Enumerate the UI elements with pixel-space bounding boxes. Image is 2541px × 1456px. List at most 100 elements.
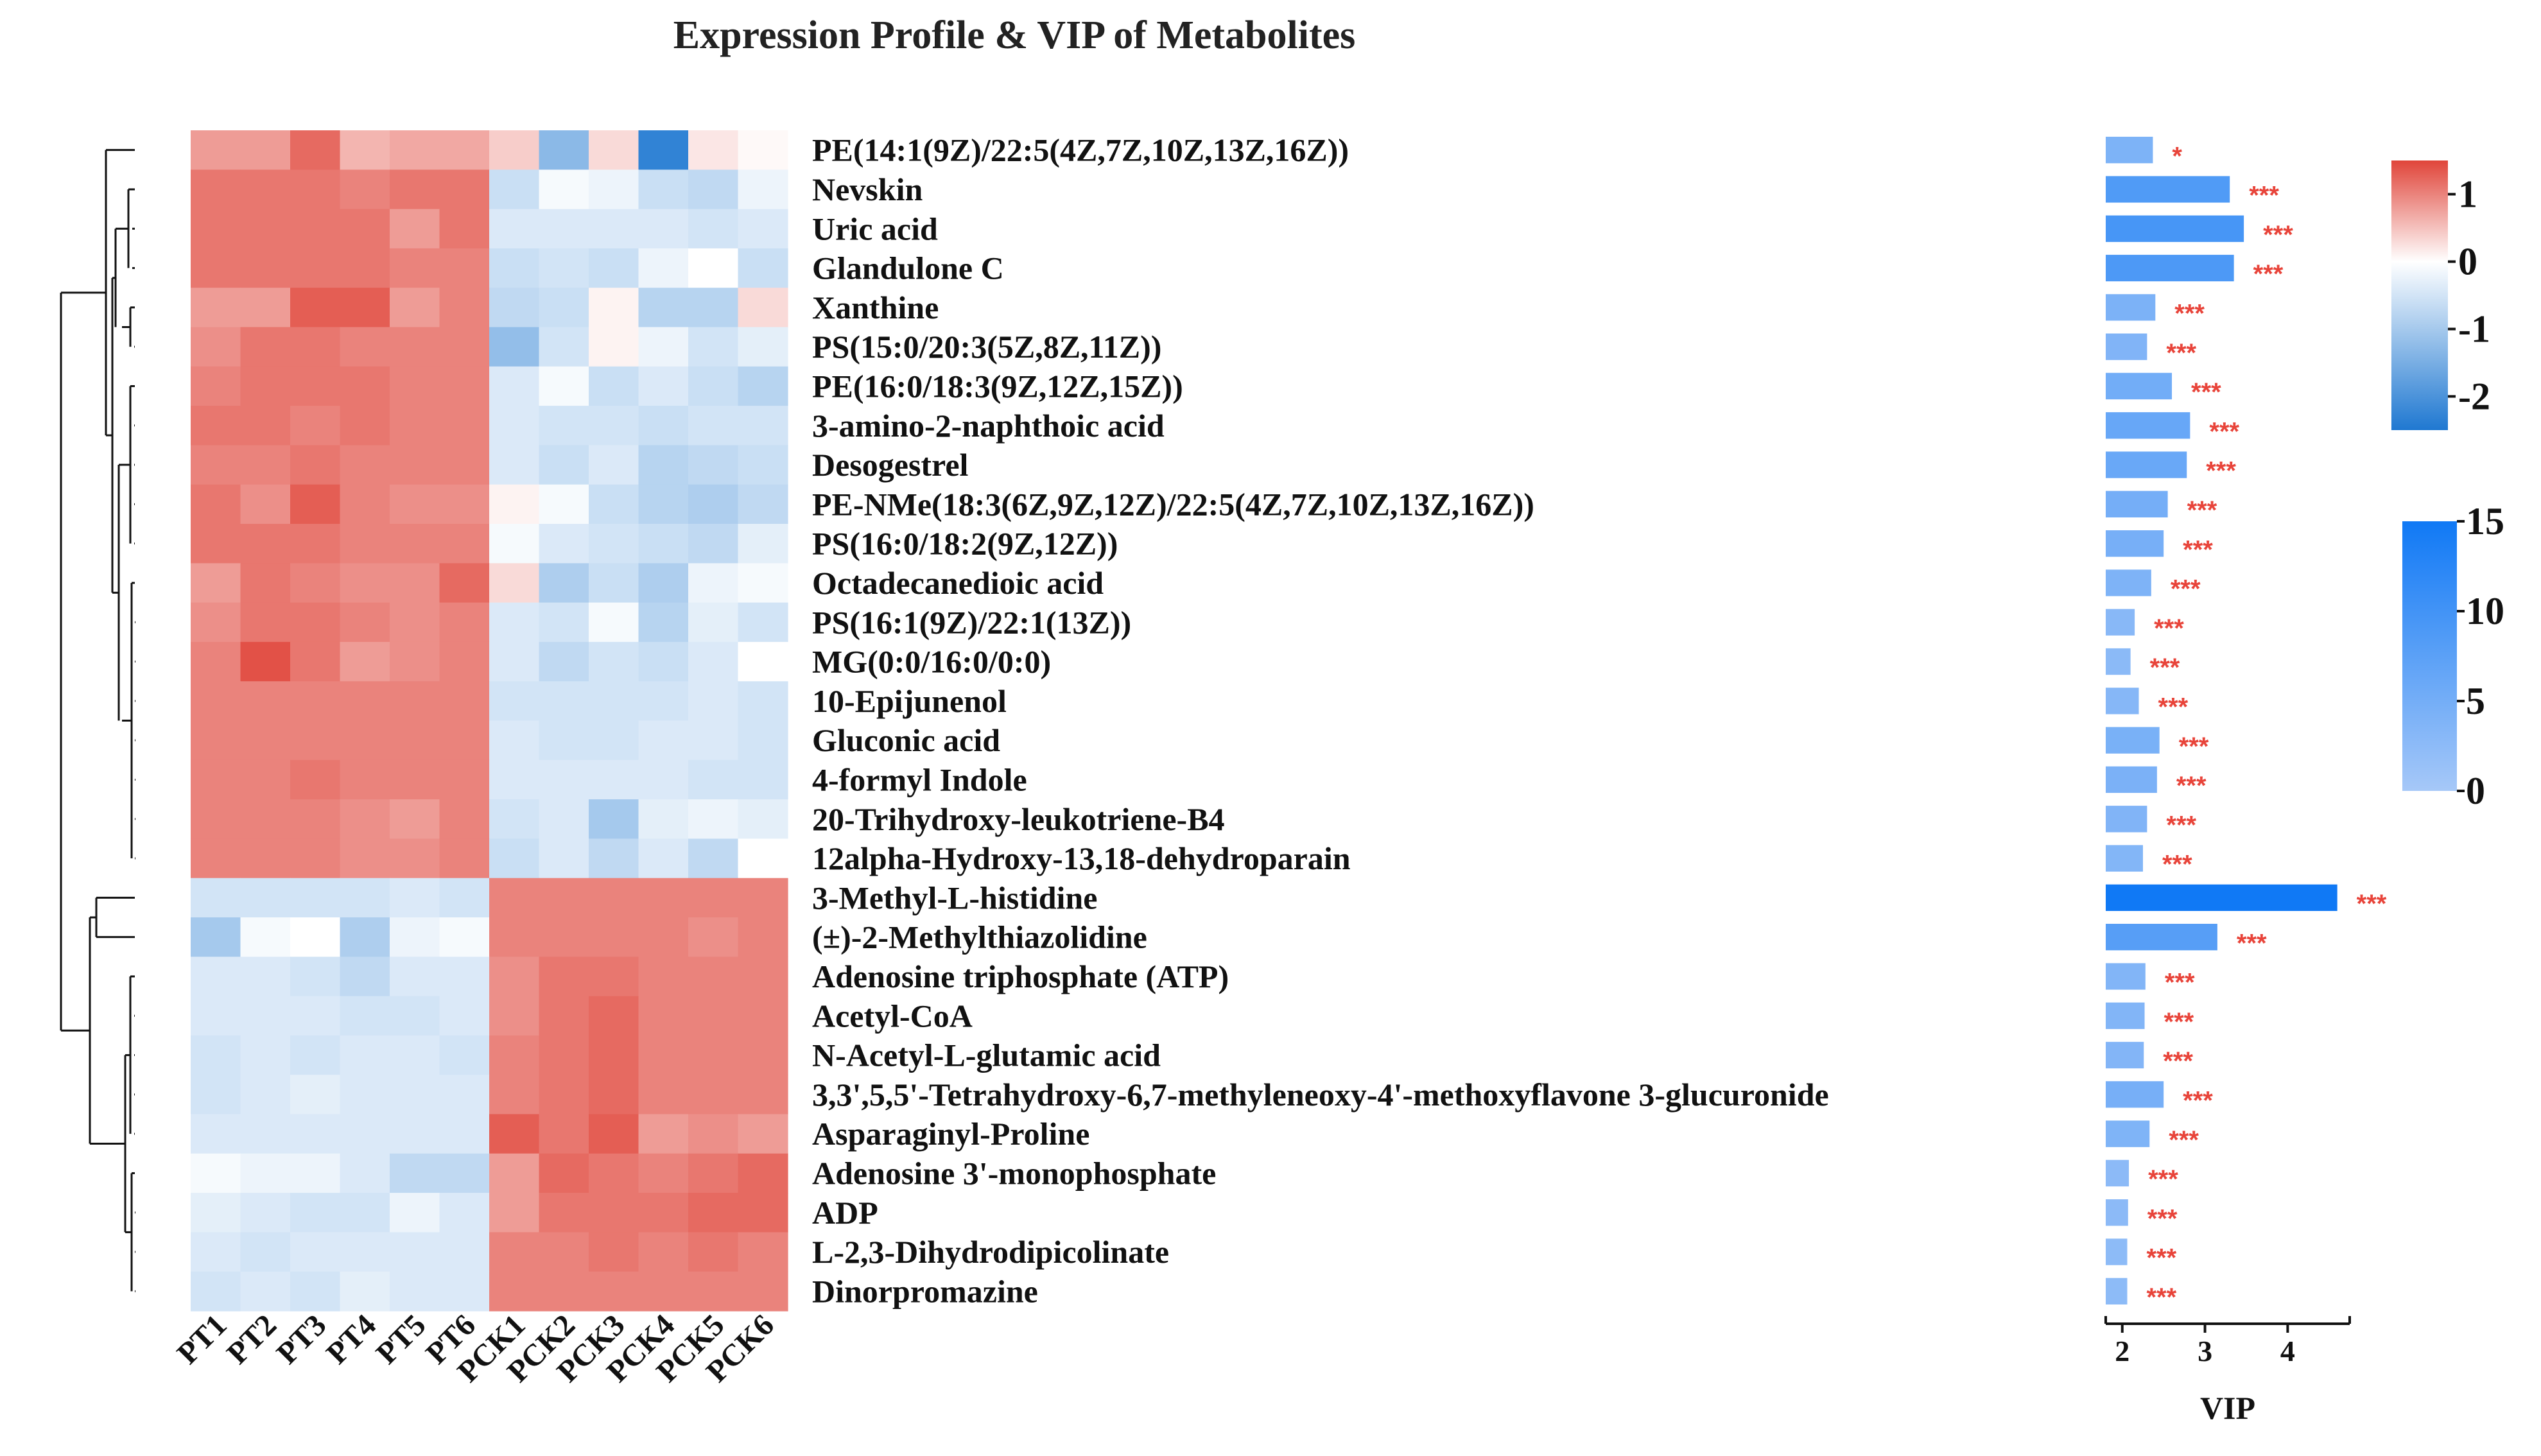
heatmap-cell: [489, 957, 540, 997]
heatmap-cell: [390, 759, 440, 800]
heatmap-cell: [489, 169, 540, 210]
vip-bar: [2106, 884, 2337, 911]
heatmap-cell: [489, 563, 540, 603]
heatmap-cell: [290, 366, 341, 406]
heatmap-cell: [340, 130, 390, 170]
heatmap-cell: [240, 1271, 291, 1312]
heatmap-cell: [638, 917, 689, 957]
significance-label: ***: [2237, 929, 2267, 957]
heatmap-cell: [738, 209, 788, 249]
heatmap-cell: [340, 484, 390, 524]
column-label: PT3: [270, 1308, 333, 1371]
heatmap-cell: [539, 957, 589, 997]
heatmap-cell: [688, 878, 739, 918]
significance-label: ***: [2183, 535, 2213, 564]
heatmap-cell: [240, 1114, 291, 1154]
heatmap-cell: [191, 484, 241, 524]
vip-bar: [2106, 1238, 2128, 1265]
heatmap-cells: [191, 130, 788, 1312]
heatmap-cell: [688, 799, 739, 839]
heatmap-cell: [688, 130, 739, 170]
heatmap-cell: [589, 1035, 639, 1075]
heatmap-cell: [489, 1193, 540, 1233]
row-label: MG(0:0/16:0/0:0): [812, 644, 1051, 680]
heatmap-cell: [340, 288, 390, 328]
color-scale-tick-label: -1: [2458, 308, 2490, 351]
vip-bar: [2106, 924, 2217, 951]
color-scale-tick-label: -2: [2458, 376, 2490, 418]
color-scale-legend: 1 0 -1 -2: [2391, 160, 2490, 430]
heatmap-cell: [589, 681, 639, 722]
heatmap-cell: [539, 130, 589, 170]
heatmap-cell: [489, 720, 540, 761]
vip-bar: [2106, 1278, 2128, 1304]
heatmap-cell: [539, 799, 589, 839]
heatmap-cell: [638, 327, 689, 367]
column-labels: PT1PT2PT3PT4PT5PT6PCK1PCK2PCK3PCK4PCK5PC…: [171, 1308, 781, 1389]
heatmap-cell: [638, 445, 689, 485]
heatmap-cell: [489, 524, 540, 564]
heatmap-cell: [638, 484, 689, 524]
heatmap-cell: [439, 759, 490, 800]
heatmap-cell: [290, 759, 341, 800]
heatmap-cell: [688, 602, 739, 643]
heatmap-cell: [191, 996, 241, 1036]
row-label: Adenosine triphosphate (ATP): [812, 958, 1229, 994]
heatmap-cell: [638, 1114, 689, 1154]
heatmap-cell: [539, 1232, 589, 1272]
heatmap-cell: [439, 838, 490, 879]
row-label: 4-formyl Indole: [812, 761, 1027, 797]
heatmap-cell: [638, 366, 689, 406]
heatmap-cell: [290, 484, 341, 524]
heatmap-cell: [390, 248, 440, 288]
heatmap-cell: [688, 169, 739, 210]
heatmap-cell: [489, 1075, 540, 1115]
heatmap-cell: [340, 1075, 390, 1115]
row-label: PE(14:1(9Z)/22:5(4Z,7Z,10Z,13Z,16Z)): [812, 132, 1349, 168]
significance-label: ***: [2179, 732, 2209, 761]
heatmap-cell: [589, 1232, 639, 1272]
heatmap-cell: [340, 957, 390, 997]
heatmap-cell: [589, 248, 639, 288]
row-label: ADP: [812, 1195, 878, 1231]
vip-bar: [2106, 490, 2168, 517]
heatmap-cell: [589, 366, 639, 406]
heatmap-cell: [439, 1232, 490, 1272]
heatmap-cell: [539, 917, 589, 957]
heatmap-cell: [439, 169, 490, 210]
heatmap-cell: [191, 1153, 241, 1193]
heatmap-cell: [489, 1035, 540, 1075]
heatmap-cell: [688, 1232, 739, 1272]
heatmap-cell: [290, 209, 341, 249]
vip-bar: [2106, 1159, 2129, 1187]
vip-bar: [2106, 1199, 2128, 1226]
heatmap-cell: [539, 288, 589, 328]
heatmap-cell: [489, 1153, 540, 1193]
significance-label: ***: [2165, 969, 2195, 997]
heatmap-cell: [738, 445, 788, 485]
vip-bar: [2106, 1041, 2144, 1069]
heatmap-cell: [390, 838, 440, 879]
heatmap-cell: [688, 563, 739, 603]
significance-label: ***: [2176, 772, 2207, 800]
heatmap-cell: [340, 406, 390, 446]
vip-scale-tick-label: 10: [2466, 590, 2504, 632]
heatmap-cell: [738, 484, 788, 524]
heatmap-cell: [290, 524, 341, 564]
heatmap-cell: [589, 917, 639, 957]
vip-bar: [2106, 372, 2172, 400]
heatmap-cell: [290, 445, 341, 485]
heatmap-cell: [638, 996, 689, 1036]
heatmap-cell: [390, 1035, 440, 1075]
vip-bar: [2106, 530, 2164, 557]
heatmap-cell: [240, 681, 291, 722]
heatmap-cell: [240, 799, 291, 839]
heatmap-cell: [589, 838, 639, 879]
heatmap-cell: [390, 406, 440, 446]
heatmap-cell: [539, 759, 589, 800]
vip-tick-label: 3: [2198, 1335, 2212, 1367]
heatmap-cell: [688, 1153, 739, 1193]
significance-label: ***: [2147, 1204, 2178, 1233]
row-label: 3-amino-2-naphthoic acid: [812, 408, 1165, 444]
heatmap-cell: [638, 681, 689, 722]
